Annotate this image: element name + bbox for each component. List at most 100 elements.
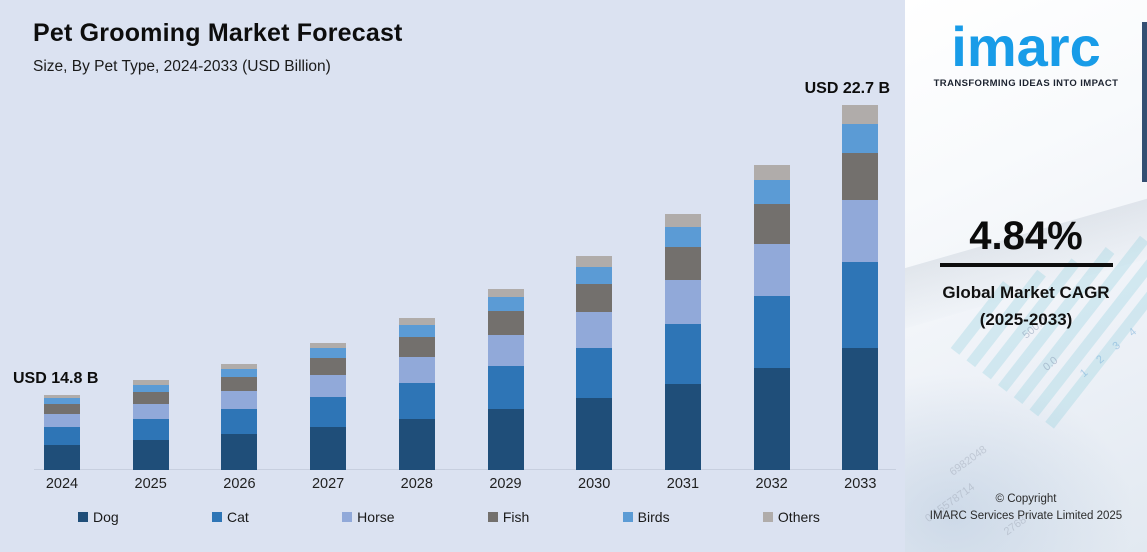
legend-swatch-birds bbox=[622, 512, 633, 522]
x-axis-label-2026: 2026 bbox=[223, 476, 256, 492]
legend-label-fish: Fish bbox=[502, 509, 530, 525]
legend-item-dog: Dog bbox=[78, 509, 119, 525]
segment-others-2033 bbox=[842, 105, 879, 124]
legend-swatch-others bbox=[762, 512, 773, 522]
segment-birds-2024 bbox=[44, 398, 80, 404]
segment-cat-2024 bbox=[44, 427, 80, 445]
legend-label-others: Others bbox=[777, 509, 820, 525]
cagr-divider bbox=[939, 263, 1113, 267]
segment-fish-2028 bbox=[398, 337, 435, 357]
segment-fish-2024 bbox=[44, 404, 80, 414]
copyright-line2: IMARC Services Private Limited 2025 bbox=[929, 509, 1123, 522]
legend-label-horse: Horse bbox=[357, 509, 395, 525]
x-axis-label-2033: 2033 bbox=[844, 476, 877, 492]
chart-panel: 2024 2025 2026 2027 2028 2029 2030 2031 2032 2033… bbox=[0, 0, 905, 552]
segment-fish-2032 bbox=[753, 204, 790, 244]
data-label-2024: USD 14.8 B bbox=[13, 370, 99, 387]
segment-fish-2030 bbox=[576, 284, 613, 312]
segment-fish-2026 bbox=[221, 377, 258, 391]
legend-swatch-horse bbox=[342, 512, 353, 522]
segment-birds-2027 bbox=[310, 348, 347, 358]
x-axis-label-2029: 2029 bbox=[489, 476, 522, 492]
segment-others-2029 bbox=[487, 289, 524, 297]
stacked-bar-2032 bbox=[753, 165, 790, 470]
segment-dog-2027 bbox=[310, 427, 347, 470]
segment-horse-2033 bbox=[842, 200, 879, 262]
segment-birds-2031 bbox=[664, 227, 701, 247]
watermark-text: 6982048 bbox=[947, 443, 990, 479]
segment-birds-2026 bbox=[221, 369, 258, 377]
legend-swatch-fish bbox=[487, 512, 498, 522]
segment-fish-2031 bbox=[664, 247, 701, 280]
data-label-2033: USD 22.7 B bbox=[804, 80, 890, 97]
page-subtitle: Size, By Pet Type, 2024-2033 (USD Billio… bbox=[33, 58, 331, 75]
stacked-bar-2030 bbox=[576, 256, 613, 470]
stacked-bar-2024 bbox=[44, 395, 80, 470]
segment-horse-2026 bbox=[221, 391, 258, 409]
page-title: Pet Grooming Market Forecast bbox=[33, 19, 403, 47]
segment-others-2028 bbox=[398, 318, 435, 325]
segment-dog-2024 bbox=[44, 445, 80, 470]
segment-horse-2032 bbox=[753, 244, 790, 296]
segment-others-2027 bbox=[310, 343, 347, 348]
cagr-value: 4.84% bbox=[969, 214, 1083, 258]
x-axis-label-2028: 2028 bbox=[400, 476, 433, 492]
legend-swatch-cat bbox=[212, 512, 223, 522]
segment-cat-2028 bbox=[398, 383, 435, 419]
legend-label-birds: Birds bbox=[637, 509, 670, 525]
segment-horse-2028 bbox=[398, 357, 435, 383]
imarc-logo-text: imarc bbox=[951, 15, 1101, 78]
segment-cat-2033 bbox=[842, 262, 879, 348]
legend-item-horse: Horse bbox=[342, 509, 395, 525]
segment-fish-2033 bbox=[842, 153, 879, 200]
segment-birds-2030 bbox=[576, 267, 613, 284]
segment-cat-2025 bbox=[132, 419, 169, 440]
legend-item-fish: Fish bbox=[487, 509, 530, 525]
segment-horse-2029 bbox=[487, 335, 524, 366]
segment-birds-2033 bbox=[842, 124, 879, 153]
stacked-bar-2033 bbox=[842, 105, 879, 470]
x-axis-label-2027: 2027 bbox=[311, 476, 345, 492]
stacked-bar-2028 bbox=[398, 318, 435, 470]
segment-birds-2032 bbox=[753, 180, 790, 204]
segment-birds-2025 bbox=[132, 385, 169, 392]
segment-dog-2031 bbox=[664, 384, 701, 470]
stacked-bar-2025 bbox=[132, 380, 169, 470]
brand-sidebar: 500.0 0.0 1 2 3 4 6982048 0.15578714 2768 ima… bbox=[905, 0, 1147, 552]
x-axis-line bbox=[34, 469, 896, 470]
segment-others-2032 bbox=[753, 165, 790, 180]
segment-others-2025 bbox=[132, 380, 169, 385]
segment-others-2030 bbox=[576, 256, 613, 267]
segment-birds-2028 bbox=[398, 325, 435, 337]
segment-cat-2031 bbox=[664, 324, 701, 384]
watermark-text: 0.0 bbox=[1040, 354, 1061, 374]
segment-dog-2032 bbox=[753, 368, 790, 470]
segment-dog-2026 bbox=[221, 434, 258, 470]
segment-horse-2031 bbox=[664, 280, 701, 324]
segment-cat-2030 bbox=[576, 348, 613, 398]
segment-dog-2033 bbox=[842, 348, 879, 470]
legend-swatch-dog bbox=[78, 512, 88, 522]
imarc-logo: imarc TRANSFORMING IDEAS INTO IMPACT bbox=[905, 8, 1147, 89]
cagr-block: 4.84% Global Market CAGR (2025-2033) bbox=[905, 214, 1147, 333]
legend-label-cat: Cat bbox=[227, 509, 249, 525]
stacked-bar-2026 bbox=[221, 364, 258, 470]
segment-cat-2027 bbox=[310, 397, 347, 427]
segment-fish-2027 bbox=[310, 358, 347, 375]
stacked-bar-2029 bbox=[487, 289, 524, 470]
x-axis-label-2032: 2032 bbox=[755, 476, 788, 492]
segment-dog-2028 bbox=[398, 419, 435, 470]
segment-dog-2029 bbox=[487, 409, 524, 470]
segment-others-2024 bbox=[44, 395, 80, 398]
segment-fish-2029 bbox=[487, 311, 524, 335]
x-axis-label-2025: 2025 bbox=[134, 476, 167, 492]
x-axis-label-2024: 2024 bbox=[45, 476, 79, 492]
x-axis-label-2030: 2030 bbox=[578, 476, 611, 492]
segment-dog-2030 bbox=[576, 398, 613, 470]
segment-others-2031 bbox=[664, 214, 701, 227]
segment-horse-2027 bbox=[310, 375, 347, 397]
plot-area: 2024 2025 2026 2027 2028 2029 2030 2031 2032 2033 bbox=[34, 105, 896, 492]
segment-others-2026 bbox=[221, 364, 258, 369]
legend-item-cat: Cat bbox=[212, 509, 249, 525]
